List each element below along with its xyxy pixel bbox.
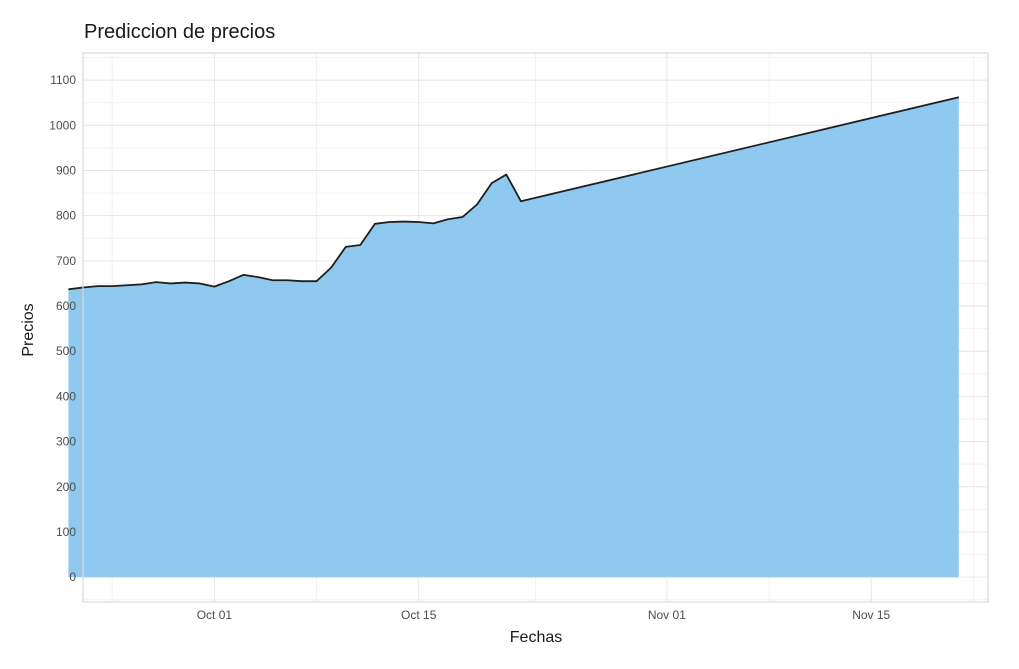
y-tick-label: 700 — [56, 254, 76, 268]
x-axis-title: Fechas — [510, 629, 562, 646]
y-tick-label: 300 — [56, 435, 76, 449]
y-tick-label: 100 — [56, 525, 76, 539]
x-tick-label: Oct 15 — [401, 608, 437, 622]
x-tick-label: Nov 01 — [648, 608, 686, 622]
y-tick-label: 600 — [56, 299, 76, 313]
y-tick-label: 500 — [56, 344, 76, 358]
plot-panel — [82, 52, 989, 603]
y-tick-label: 0 — [69, 570, 76, 584]
x-tick-label: Nov 15 — [852, 608, 890, 622]
y-tick-label: 900 — [56, 163, 76, 177]
y-axis-title: Precios — [20, 303, 37, 356]
area-fill — [68, 97, 959, 578]
y-tick-label: 1100 — [50, 73, 76, 87]
y-tick-label: 200 — [56, 480, 76, 494]
x-axis: Oct 01 Oct 15 Nov 01 Nov 15 — [197, 608, 891, 622]
y-tick-label: 800 — [56, 209, 76, 223]
y-axis: 0 100 200 300 400 500 600 700 800 900 1000 1100 — [49, 73, 76, 584]
y-tick-label: 1000 — [49, 118, 76, 132]
series-line — [68, 96, 960, 291]
x-tick-label: Oct 01 — [197, 608, 233, 622]
y-tick-label: 400 — [56, 389, 76, 403]
area-layer — [68, 96, 960, 578]
chart-title: Prediccion de precios — [84, 21, 275, 43]
